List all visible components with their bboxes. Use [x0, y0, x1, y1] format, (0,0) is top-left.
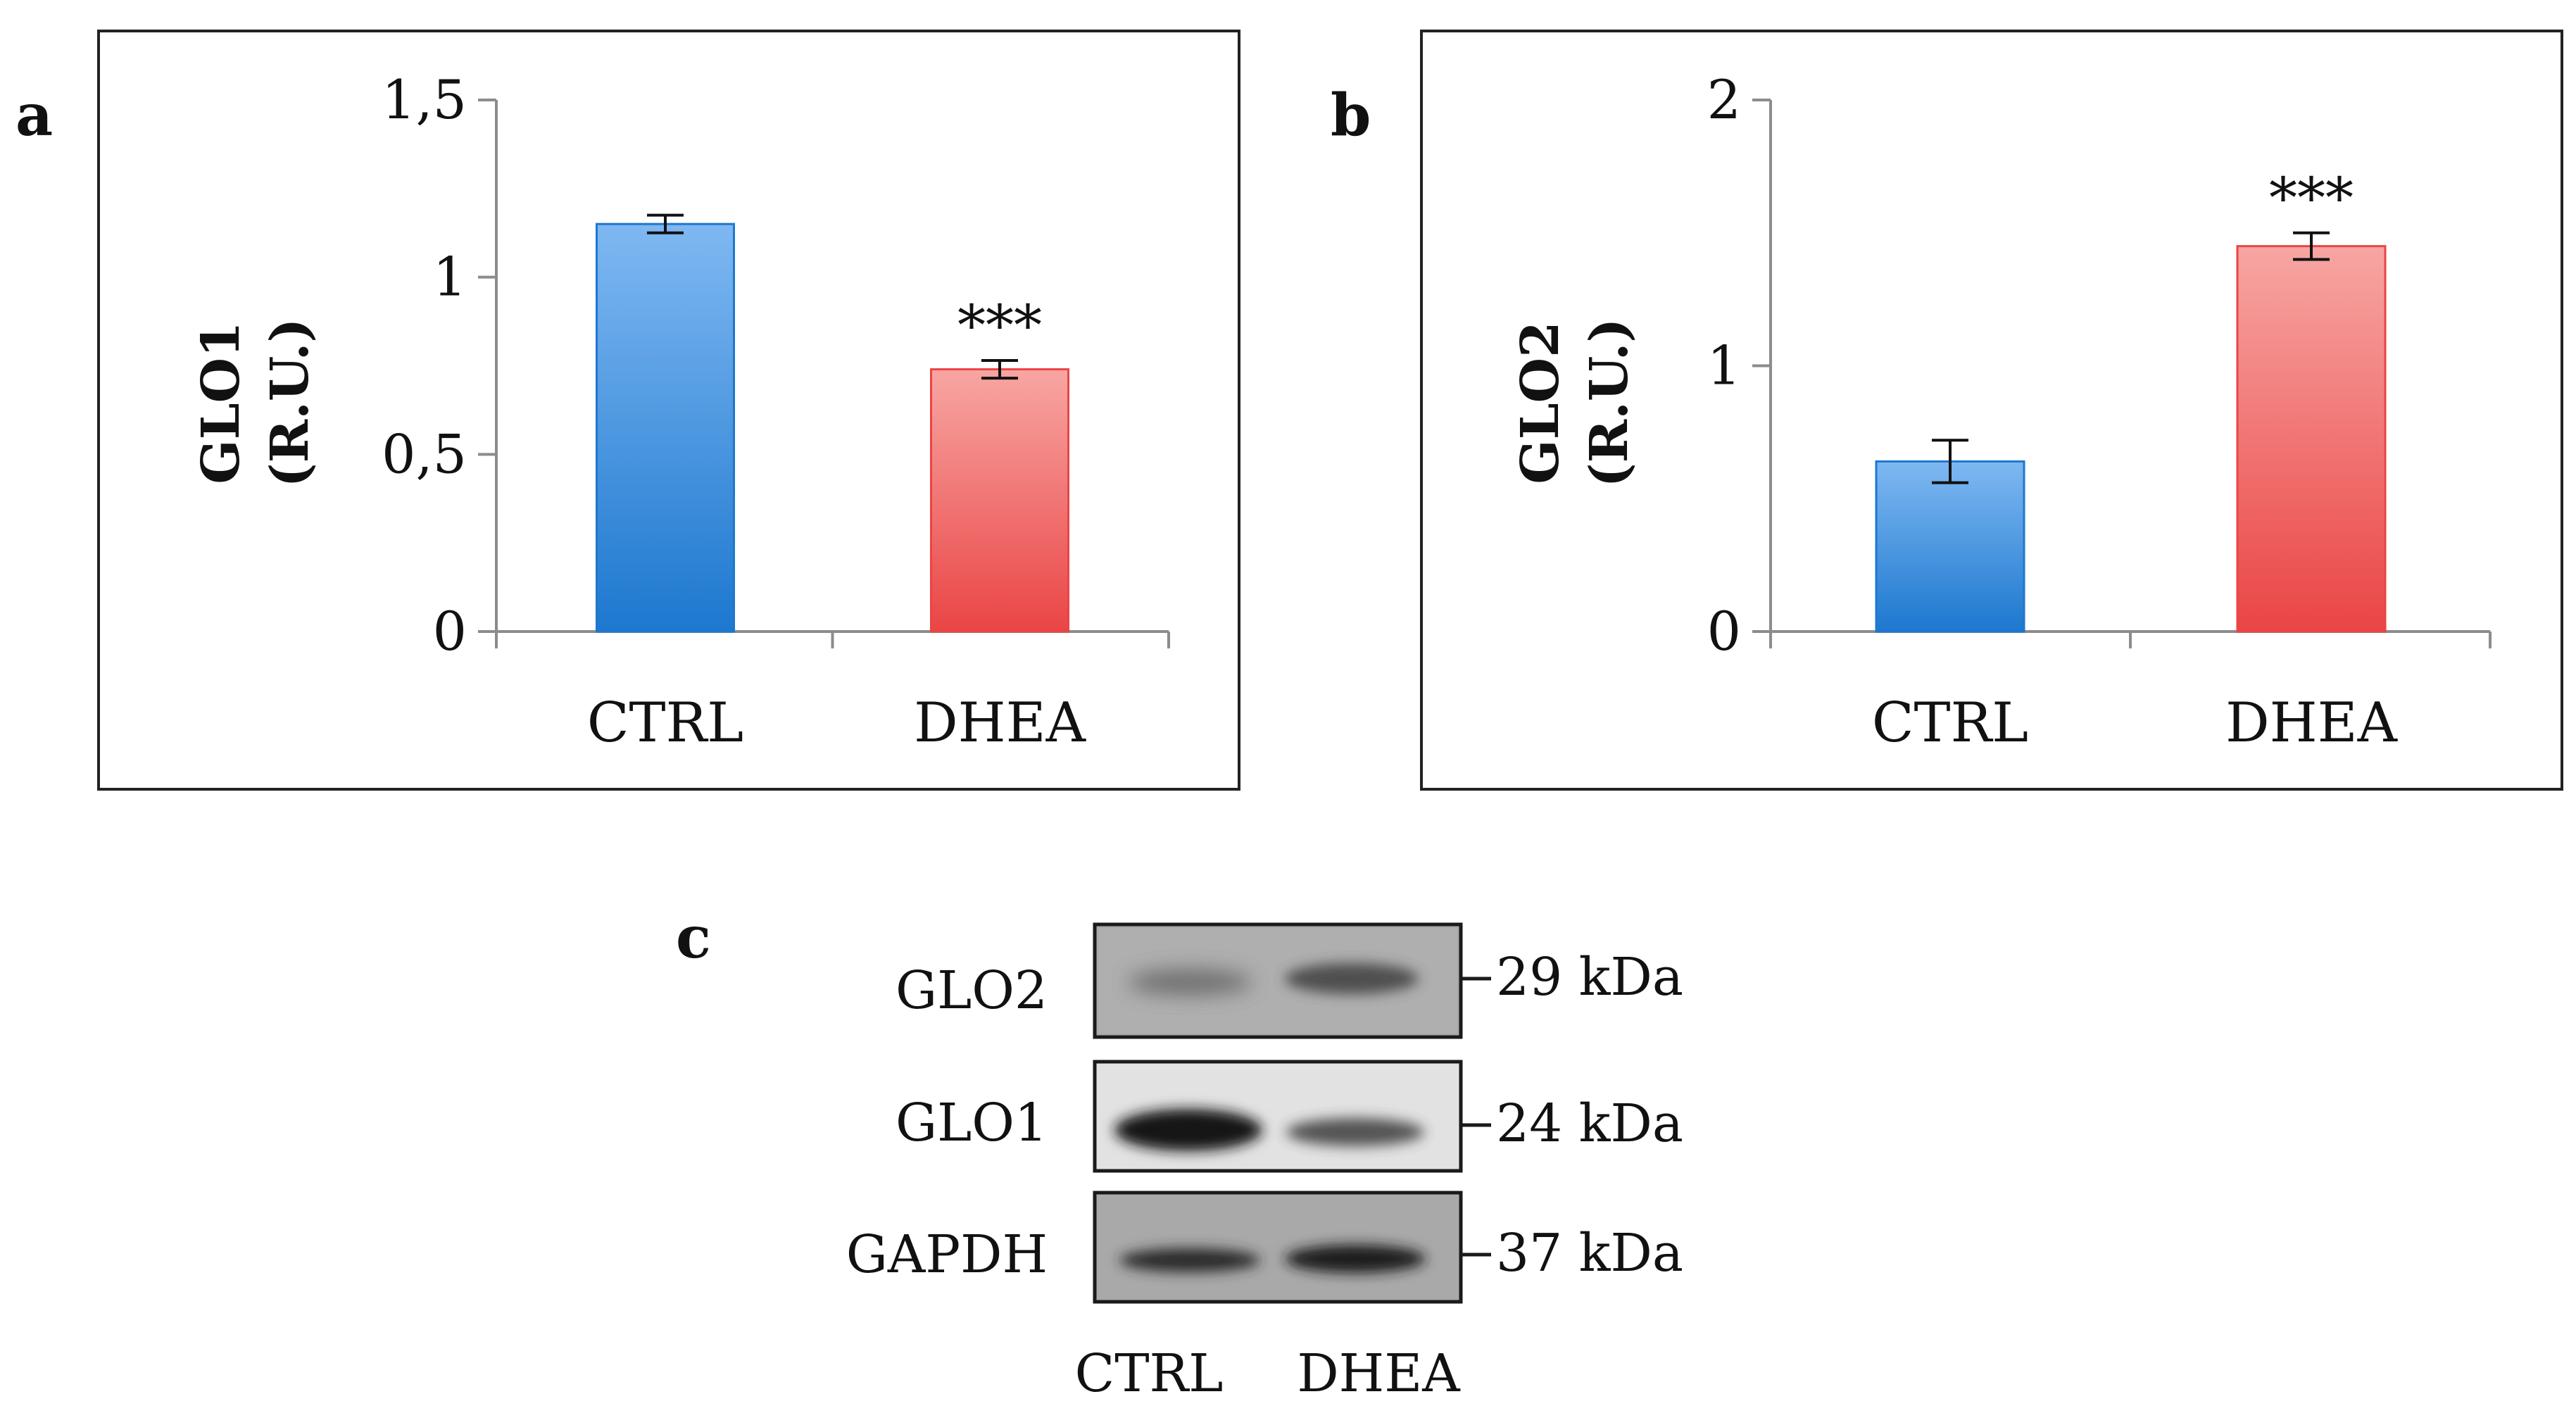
- blot-lane-label-dhea: DHEA: [1297, 1343, 1461, 1404]
- band-glo1-ctrl: [1114, 1109, 1262, 1151]
- band-gapdh-dhea: [1285, 1245, 1426, 1273]
- y-tick-label: 0: [1707, 600, 1741, 663]
- y-tick-label: 1: [433, 246, 467, 308]
- western-blot-panel: c GLO2 GLO1 GAPDH 29 kDa 24 kDa 37 kD: [676, 904, 1683, 1404]
- marker-label-glo1: 24 kDa: [1496, 1093, 1683, 1154]
- y-ticks-b: 0 1 2: [1707, 68, 1771, 663]
- chart-panel-a: a GLO1 (R.U.) 0 0,5 1 1,5 CTRL *** DHEA: [15, 30, 1240, 791]
- blot-strip-gapdh: [1093, 1191, 1463, 1304]
- bars-a: CTRL *** DHEA: [587, 213, 1087, 755]
- marker-label-gapdh: 37 kDa: [1496, 1223, 1683, 1283]
- blot-strip-glo2: [1093, 922, 1463, 1039]
- x-tick-label-dhea: DHEA: [2225, 691, 2398, 755]
- y-tick-label: 0: [433, 600, 467, 663]
- bars-b: CTRL *** DHEA: [1872, 165, 2399, 755]
- x-tick-label-ctrl: CTRL: [1872, 691, 2028, 755]
- blot-row-label-glo1: GLO1: [896, 1093, 1048, 1153]
- bar-dhea: [930, 368, 1069, 633]
- y-ticks-a: 0 0,5 1 1,5: [382, 68, 496, 663]
- bar-ctrl: [596, 222, 735, 633]
- y-axis-title-b-line1: GLO2: [1510, 321, 1571, 484]
- panel-c-label: c: [676, 904, 711, 972]
- panel-b-frame: [1420, 30, 2563, 791]
- significance-dhea: ***: [957, 293, 1042, 358]
- y-tick-label: 1: [1707, 334, 1741, 397]
- y-axis-title-a-line1: GLO1: [191, 321, 251, 484]
- band-glo2-ctrl: [1128, 969, 1252, 995]
- significance-dhea: ***: [2269, 165, 2354, 231]
- band-gapdh-ctrl: [1119, 1248, 1260, 1272]
- bar-dhea: [2236, 245, 2387, 633]
- y-tick-label: 2: [1707, 68, 1741, 131]
- blot-lane-label-ctrl: CTRL: [1075, 1343, 1224, 1404]
- bar-ctrl: [1875, 460, 2025, 633]
- blot-row-label-gapdh: GAPDH: [846, 1224, 1048, 1285]
- marker-label-glo2: 29 kDa: [1496, 947, 1683, 1007]
- band-glo1-dhea: [1286, 1118, 1424, 1146]
- panel-a-label: a: [15, 82, 53, 149]
- x-tick-label-ctrl: CTRL: [587, 691, 743, 755]
- panel-b-label: b: [1331, 82, 1371, 149]
- x-tick-label-dhea: DHEA: [914, 691, 1086, 755]
- y-axis-title-b-line2: (R.U.): [1579, 318, 1640, 488]
- blot-row-label-glo2: GLO2: [896, 960, 1048, 1021]
- panel-a-frame: [97, 30, 1240, 791]
- blot-strip-glo1: [1093, 1060, 1463, 1173]
- y-tick-label: 1,5: [382, 68, 467, 131]
- chart-panel-b: b GLO2 (R.U.) 0 1 2 CTRL *** DHEA: [1331, 30, 2563, 791]
- y-tick-label: 0,5: [382, 422, 467, 485]
- band-glo2-dhea: [1285, 963, 1419, 994]
- y-axis-title-a-line2: (R.U.): [260, 318, 320, 488]
